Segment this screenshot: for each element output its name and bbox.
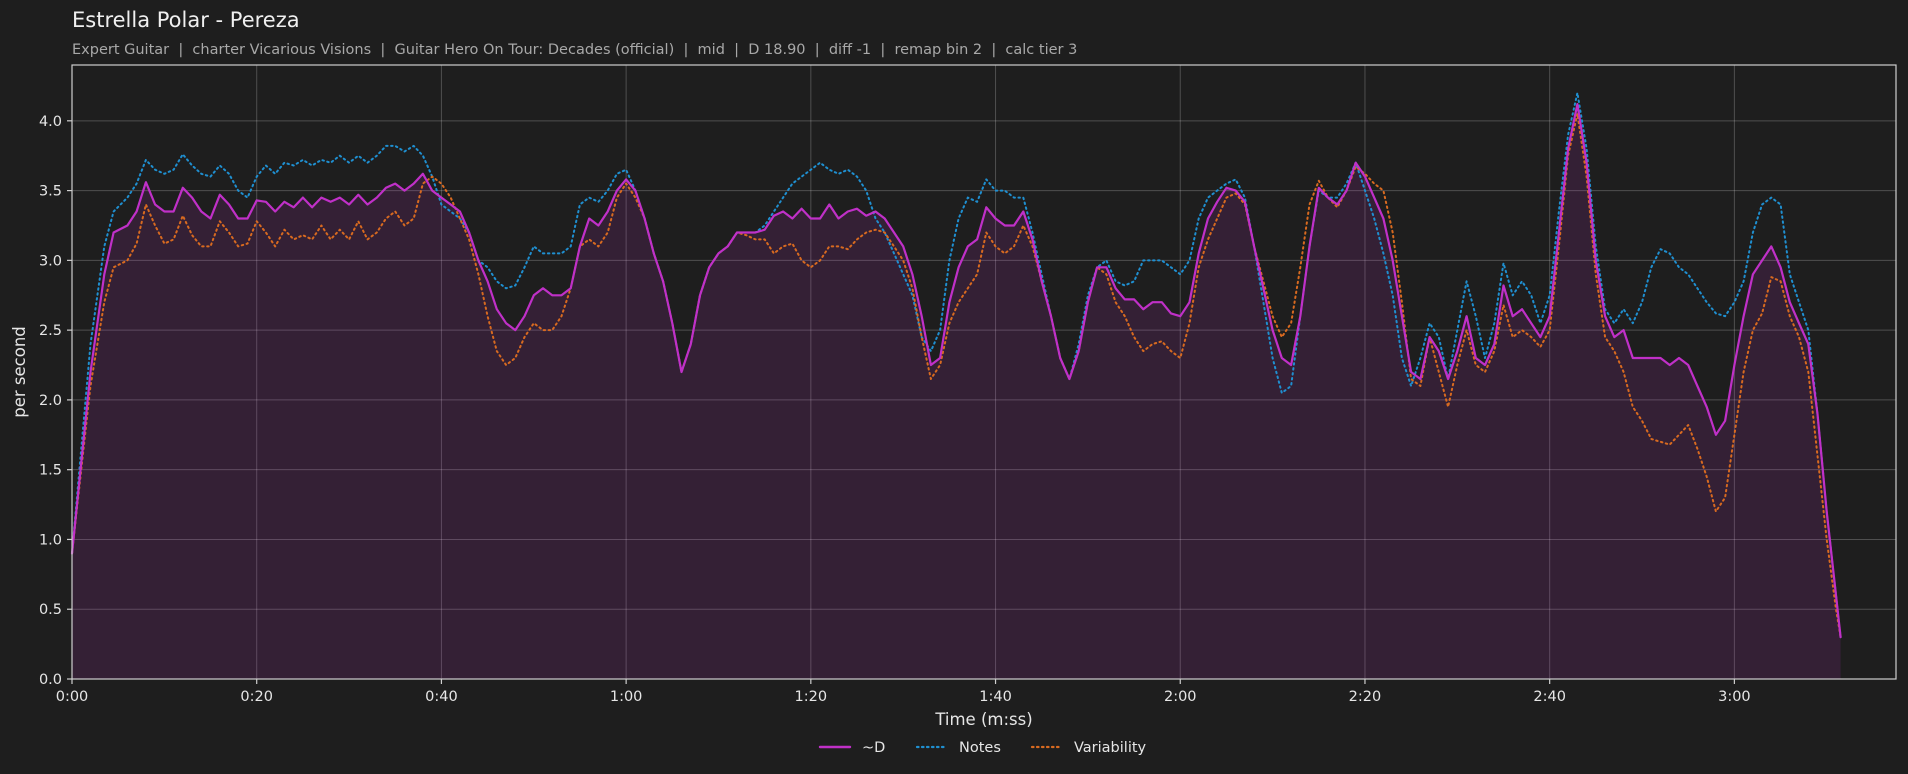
chart-subtitle: Expert Guitar | charter Vicarious Vision…: [72, 42, 1077, 58]
y-tick-label: 0.0: [39, 672, 62, 688]
y-tick-label: 2.5: [39, 323, 62, 339]
legend-label: Notes: [959, 740, 1001, 756]
x-tick-label: 0:40: [425, 689, 458, 705]
y-tick-label: 1.0: [39, 532, 62, 548]
y-tick-label: 0.5: [39, 602, 62, 618]
y-tick-label: 3.0: [39, 253, 62, 269]
x-tick-label: 0:00: [56, 689, 89, 705]
series-line-variability: [71, 112, 1842, 639]
series-fill: [72, 104, 1841, 680]
legend-label: ~D: [862, 740, 885, 756]
x-tick-label: 2:00: [1164, 689, 1197, 705]
x-tick-label: 1:20: [795, 689, 828, 705]
series-lines: [70, 91, 1842, 639]
x-axis: 0:00 0:20 0:40 1:00 1:20 1:40 2:00 2:20 2:40 3:00: [56, 679, 1751, 705]
y-tick-label: 3.5: [39, 184, 62, 200]
y-axis-label: per second: [10, 326, 29, 418]
x-tick-label: 2:20: [1349, 689, 1382, 705]
x-tick-label: 2:40: [1533, 689, 1566, 705]
x-tick-label: 0:20: [240, 689, 273, 705]
chart-title: Estrella Polar - Pereza: [72, 8, 300, 32]
y-tick-label: 2.0: [39, 393, 62, 409]
y-tick-label: 1.5: [39, 463, 62, 479]
legend: ~D Notes Variability: [818, 740, 1147, 756]
legend-label: Variability: [1074, 740, 1147, 756]
plot-frame: [71, 64, 1897, 680]
series-line-notes: [71, 91, 1842, 639]
x-tick-label: 1:00: [610, 689, 643, 705]
x-tick-label: 1:40: [979, 689, 1012, 705]
y-axis: 0.0 0.5 1.0 1.5 2.0 2.5 3.0 3.5 4.0: [39, 114, 72, 688]
y-tick-label: 4.0: [39, 114, 62, 130]
series-area-fill: [72, 104, 1841, 680]
series-line-d: [70, 102, 1842, 639]
x-tick-label: 3:00: [1718, 689, 1751, 705]
x-axis-label: Time (m:ss): [934, 710, 1032, 729]
